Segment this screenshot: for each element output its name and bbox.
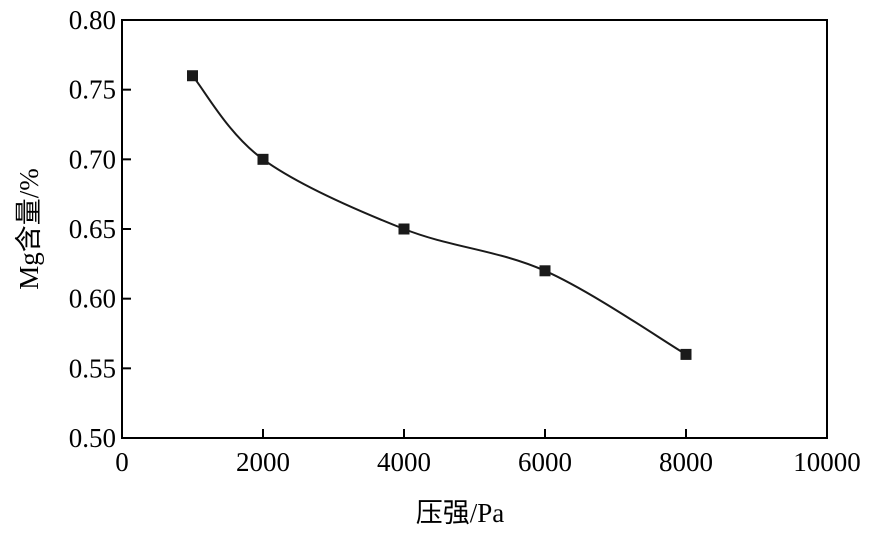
series-layer bbox=[187, 70, 692, 360]
x-tick-label: 2000 bbox=[236, 447, 290, 477]
series-line bbox=[191, 75, 687, 356]
data-point-marker bbox=[398, 223, 410, 235]
x-tick-label: 6000 bbox=[518, 447, 572, 477]
y-tick-label: 0.80 bbox=[69, 5, 116, 35]
y-tick-label: 0.75 bbox=[69, 75, 116, 105]
y-tick-label: 0.60 bbox=[69, 284, 116, 314]
y-tick-label: 0.65 bbox=[69, 214, 116, 244]
y-axis-ticks: 0.50 0.55 0.60 0.65 0.70 0.75 0.80 bbox=[69, 5, 131, 453]
x-axis-label: 压强/Pa bbox=[416, 498, 505, 528]
data-point-marker bbox=[257, 153, 269, 165]
x-tick-label: 4000 bbox=[377, 447, 431, 477]
y-tick-label: 0.50 bbox=[69, 423, 116, 453]
x-tick-label: 10000 bbox=[793, 447, 861, 477]
data-point-marker bbox=[539, 265, 551, 277]
data-point-marker bbox=[187, 70, 198, 82]
plot-frame bbox=[121, 19, 828, 439]
y-tick-label: 0.70 bbox=[69, 144, 116, 174]
y-axis-label: Mg含量/% bbox=[14, 168, 44, 290]
y-tick-label: 0.55 bbox=[69, 353, 116, 383]
x-tick-label: 8000 bbox=[659, 447, 713, 477]
x-axis-ticks: 0 2000 4000 6000 8000 10000 bbox=[115, 429, 861, 477]
data-point-marker bbox=[680, 348, 692, 360]
x-tick-label: 0 bbox=[115, 447, 129, 477]
